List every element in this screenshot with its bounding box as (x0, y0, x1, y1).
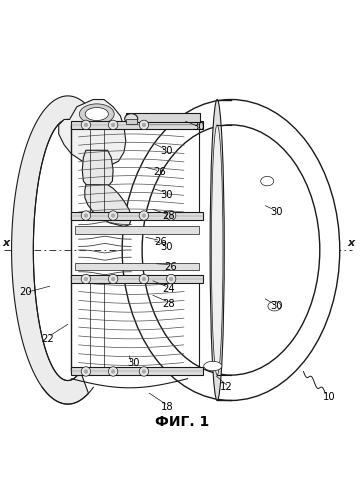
Ellipse shape (111, 214, 115, 218)
Ellipse shape (81, 274, 91, 283)
Bar (75, 262, 199, 270)
Text: 26: 26 (154, 237, 167, 247)
Ellipse shape (79, 104, 114, 124)
Text: 30: 30 (161, 242, 173, 252)
Ellipse shape (166, 274, 176, 283)
Text: 30: 30 (271, 207, 283, 217)
Bar (126, 114, 200, 122)
Ellipse shape (108, 274, 118, 283)
Ellipse shape (142, 125, 320, 375)
Polygon shape (85, 184, 131, 226)
Ellipse shape (142, 370, 146, 374)
Ellipse shape (81, 367, 91, 376)
Bar (71, 368, 203, 376)
Ellipse shape (108, 367, 118, 376)
Ellipse shape (122, 100, 340, 401)
Bar (71, 212, 203, 220)
Text: 30: 30 (161, 190, 173, 200)
Ellipse shape (142, 214, 146, 218)
Text: 18: 18 (161, 402, 174, 411)
Bar (71, 275, 203, 283)
Text: 26: 26 (165, 262, 178, 272)
Ellipse shape (84, 122, 88, 127)
Text: 12: 12 (220, 382, 233, 392)
Ellipse shape (85, 108, 108, 120)
Ellipse shape (139, 120, 149, 130)
Ellipse shape (211, 125, 223, 375)
Bar (126, 118, 137, 124)
Text: 30: 30 (161, 146, 173, 156)
Text: ФИГ. 1: ФИГ. 1 (155, 415, 209, 429)
Text: 22: 22 (41, 334, 54, 344)
Text: 20: 20 (19, 286, 32, 296)
Bar (75, 226, 199, 234)
Text: x: x (3, 238, 10, 248)
Bar (71, 121, 203, 129)
Polygon shape (12, 96, 88, 404)
Ellipse shape (204, 362, 222, 370)
Ellipse shape (84, 277, 88, 281)
Ellipse shape (108, 120, 118, 130)
Ellipse shape (139, 211, 149, 220)
Text: 24: 24 (162, 284, 175, 294)
Ellipse shape (169, 214, 173, 218)
Text: 30: 30 (127, 358, 139, 368)
Text: 10: 10 (323, 392, 335, 402)
Ellipse shape (125, 114, 138, 124)
Ellipse shape (111, 277, 115, 281)
Ellipse shape (169, 277, 173, 281)
Text: 28: 28 (162, 211, 174, 221)
Text: 28: 28 (162, 298, 174, 308)
Ellipse shape (81, 211, 91, 220)
Ellipse shape (261, 176, 274, 186)
Ellipse shape (111, 370, 115, 374)
Ellipse shape (108, 211, 118, 220)
Ellipse shape (142, 277, 146, 281)
Ellipse shape (268, 302, 281, 311)
Ellipse shape (166, 211, 176, 220)
Text: 26: 26 (153, 168, 166, 177)
Text: 30: 30 (192, 122, 205, 132)
Ellipse shape (139, 274, 149, 283)
Ellipse shape (142, 122, 146, 127)
Polygon shape (82, 150, 113, 190)
Text: x: x (347, 238, 354, 248)
Ellipse shape (139, 367, 149, 376)
Ellipse shape (111, 122, 115, 127)
Ellipse shape (84, 370, 88, 374)
Text: 30: 30 (271, 301, 283, 311)
Ellipse shape (84, 214, 88, 218)
Ellipse shape (210, 100, 224, 401)
Ellipse shape (81, 120, 91, 130)
Polygon shape (59, 100, 126, 166)
